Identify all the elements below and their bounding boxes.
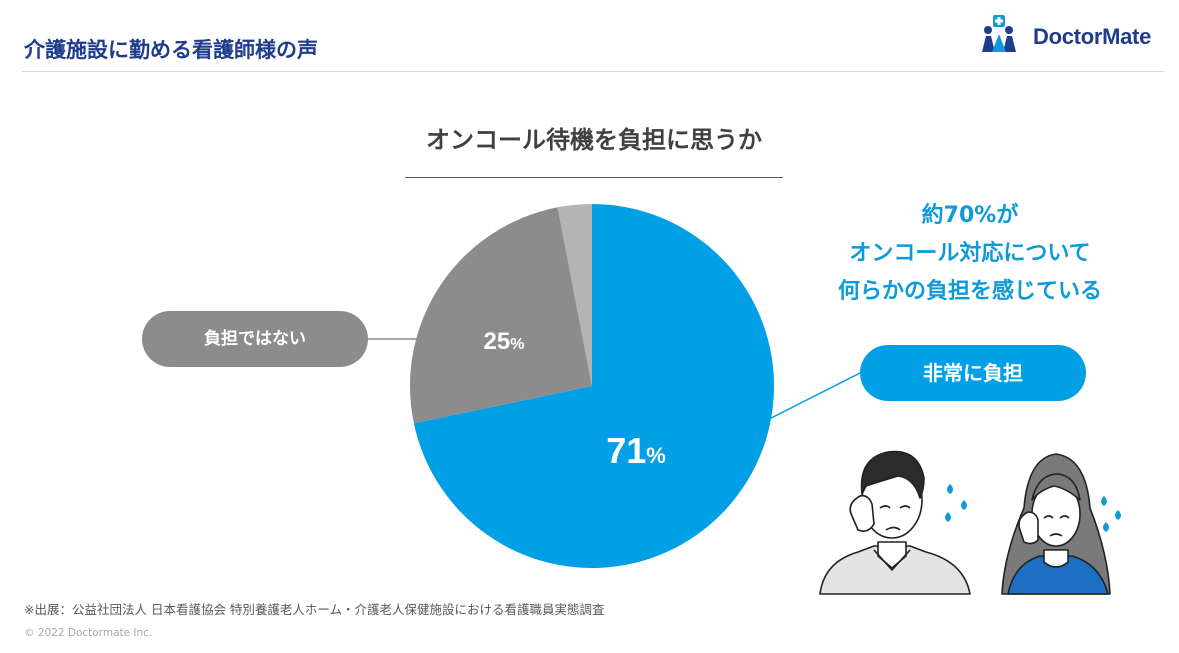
- logo-text: DoctorMate: [1033, 24, 1152, 49]
- chart-title-underline: [405, 177, 783, 178]
- sweat-drops-icon: [945, 484, 1121, 532]
- callout-line-1: 約70%が: [921, 203, 1019, 228]
- slice-unit-not-burden: %: [510, 336, 524, 353]
- copyright: © 2022 Doctormate Inc.: [24, 627, 153, 639]
- source-footnote: ※出展：公益社団法人 日本看護協会 特別養護老人ホーム・介護老人保健施設における…: [24, 602, 605, 617]
- chart-title: オンコール待機を負担に思うか: [426, 126, 762, 154]
- leader-line-very-burden: [717, 372, 861, 446]
- callout-text: 約70%が オンコール対応について 何らかの負担を感じている: [800, 197, 1140, 311]
- page-title: 介護施設に勤める看護師様の声: [24, 38, 318, 62]
- slice-label-not-burden: 25%: [484, 328, 525, 355]
- slice-unit-very-burden: %: [646, 443, 666, 468]
- logo-icon: [982, 15, 1016, 52]
- slice-value-not-burden: 25: [484, 328, 511, 355]
- slice-label-very-burden: 71%: [606, 430, 666, 471]
- pie-slice-not-burden: [409, 207, 592, 424]
- label-not-burden: 負担ではない: [142, 311, 368, 367]
- callout-line-2: オンコール対応について: [849, 241, 1091, 266]
- pie-slice-very-burden: [413, 204, 775, 568]
- callout-line-3: 何らかの負担を感じている: [837, 279, 1102, 304]
- header-divider: [22, 71, 1164, 72]
- woman-figure-icon: [1001, 453, 1111, 595]
- man-figure-icon: [819, 450, 971, 595]
- worried-nurses-illustration: [819, 450, 1121, 595]
- slice-value-very-burden: 71: [606, 430, 646, 471]
- label-very-burden: 非常に負担: [860, 345, 1086, 401]
- doctormate-logo: [982, 15, 1016, 52]
- pie-slice-other: [557, 204, 592, 386]
